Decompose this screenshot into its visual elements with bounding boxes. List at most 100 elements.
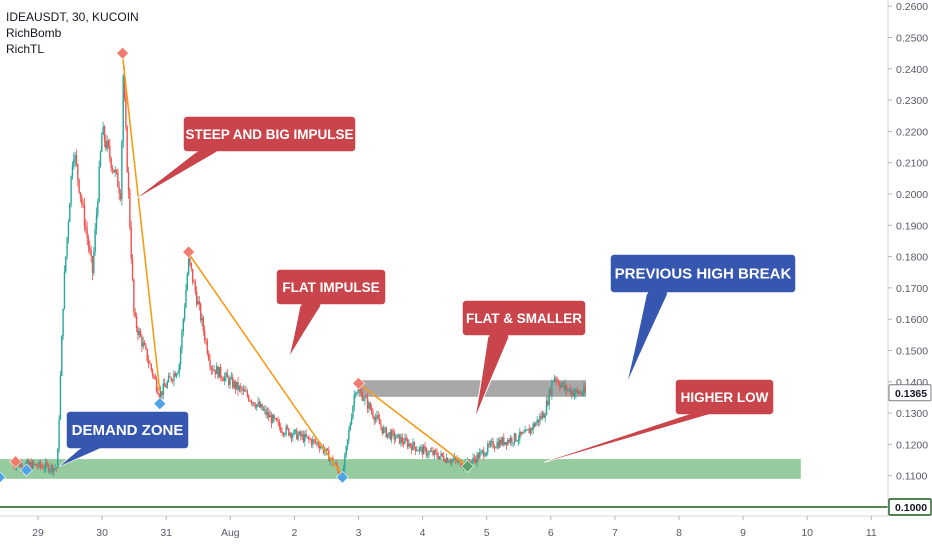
candle-body [568,388,570,390]
callout-tail-fill [545,414,710,462]
callout-box [461,299,587,337]
candle-body [245,391,247,393]
symbol-title[interactable]: IDEAUSDT, 30, KUCOIN [6,10,139,24]
candle-body [384,427,386,429]
candle-body [223,376,226,381]
candle-body [571,390,573,395]
candle-body [249,400,251,402]
candle-body [496,442,498,448]
candle-body [119,193,122,200]
candle-body [531,428,533,430]
candle-body [133,279,135,313]
candle-body [194,281,197,292]
candle-body [296,429,298,440]
candle-body [434,450,437,453]
candle-body [272,415,274,424]
candle-body [492,441,494,448]
candle-body [21,463,23,469]
candle-body [520,431,522,435]
candle-body [317,442,319,446]
price-tick-label: 0.1500 [896,346,928,358]
candle-body [241,387,243,391]
callout-flat-impulse: FLAT IMPULSE [275,268,387,356]
candle-body [298,431,301,435]
candle-body [539,416,541,423]
candle-body [505,441,508,446]
candle-body [163,383,166,387]
resistance-zone [358,380,587,397]
price-tick-label: 0.2400 [896,64,928,76]
candle-body [179,348,182,365]
candle-body [472,457,474,462]
candle-body [369,402,371,410]
candle-body [437,456,440,460]
candle-body [344,454,346,469]
candle-body [358,389,361,391]
callout-tail-fill [60,448,101,466]
callout-box [65,410,190,450]
candle-body [491,441,493,443]
candle-body [501,437,504,445]
candle-body [242,389,245,391]
candle-body [97,201,99,215]
candle-body [477,454,480,459]
candle-body [213,369,215,371]
time-tick-label: 6 [548,527,554,539]
candle-body [418,447,421,451]
candle-body [362,400,365,401]
candle-body [401,437,404,443]
candle-body [248,396,250,401]
candle-body [445,457,448,463]
candle-body [584,387,586,392]
indicator-richbomb[interactable]: RichBomb [6,26,62,40]
candle-body [476,454,478,463]
indicator-richtl[interactable]: RichTL [6,42,45,56]
candle-body [162,383,164,395]
candle-body [65,256,67,272]
callout-higher-low: HIGHER LOW [544,378,775,463]
candle-body [47,464,50,472]
marker-high-icon [182,245,196,259]
candle-body [240,386,242,388]
candle-body [117,171,119,188]
candle-body [547,400,549,405]
callout-label: FLAT IMPULSE [282,280,379,295]
candle-body [232,377,234,388]
callout-label: DEMAND ZONE [72,422,184,439]
candle-body [186,274,188,290]
candle-body [127,171,130,191]
candle-body [201,317,203,321]
candle-body [113,169,115,173]
candle-body [38,461,40,467]
candle-body [46,462,48,465]
time-tick-label: 8 [676,527,682,539]
candle-body [433,450,436,456]
candle-body [373,416,375,421]
candle-body [519,431,521,440]
candle-body [173,373,175,381]
marker-high-icon [9,455,22,469]
candle-body [114,169,116,173]
candle-body [455,457,457,460]
candle-body [123,75,126,99]
candle-body [364,397,366,401]
candle-body [313,439,315,441]
candle-body [27,460,30,465]
candle-body [325,448,327,452]
candle-body [417,450,420,452]
candle-body [29,462,31,465]
candle-body [262,409,265,411]
candle-body [561,383,564,385]
base-line-label: 0.1000 [895,502,927,514]
candle-body [238,386,241,391]
candle-body [330,457,333,459]
candle-body [378,418,381,425]
candle-body [320,446,322,449]
candle-body [536,419,538,423]
price-tick-label: 0.1100 [896,471,927,483]
candle-body [349,424,351,431]
time-tick-label: 11 [866,527,877,539]
candle-body [370,409,373,412]
candle-body [274,418,277,420]
